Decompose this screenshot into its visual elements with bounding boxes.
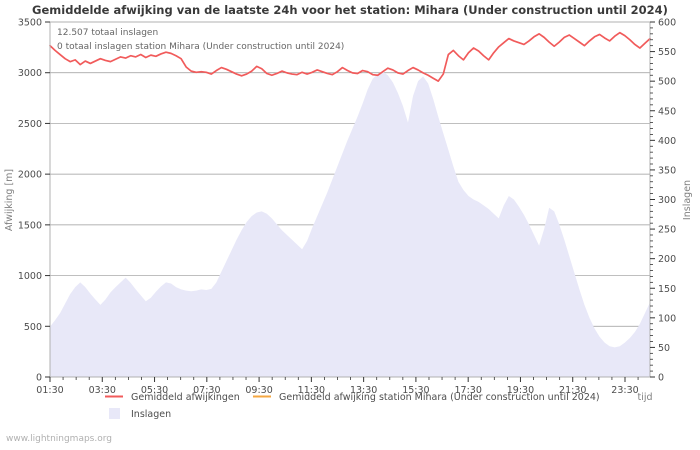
y-axis-left-tick-label: 3000 (18, 68, 42, 79)
x-axis-tick-label: 01:30 (36, 385, 63, 396)
x-axis-title: tijd (637, 392, 652, 403)
plot-area (49, 21, 651, 378)
y-axis-right-tick-label: 500 (658, 77, 676, 88)
x-axis-tick-label: 05:30 (141, 385, 168, 396)
y-axis-right-tick-label: 200 (658, 254, 676, 265)
y-axis-left-tick-label: 1500 (18, 220, 42, 231)
y-axis-left-tick-label: 1000 (18, 271, 42, 282)
x-axis: 01:30 03:30 05:30 07:30 09:30 11:30 13:30 15:30… (36, 377, 639, 396)
annotation-total-strikes: 12.507 totaal inslagen (57, 28, 158, 38)
y-axis-left: 0 500 1000 1500 2000 2500 3000 3500 (18, 18, 50, 384)
y-axis-right-tick-label: 550 (658, 47, 676, 58)
x-axis-tick-label: 11:30 (298, 385, 325, 396)
legend-item-label[interactable]: Gemiddeld afwijking station Mihara (Unde… (279, 392, 600, 403)
y-axis-right-tick-label: 450 (658, 106, 676, 117)
y-axis-left-tick-label: 500 (24, 322, 42, 333)
x-axis-tick-label: 07:30 (193, 385, 220, 396)
y-axis-right-tick-label: 50 (658, 343, 670, 354)
chart-title-group: Gemiddelde afwijking van de laatste 24h … (32, 3, 668, 17)
legend-marker-square (109, 408, 120, 419)
chart-legend: Gemiddeld afwijkingen Gemiddeld afwijking… (105, 392, 600, 420)
y-axis-left-title: Afwijking [m] (4, 169, 15, 231)
series-area-inslagen (50, 71, 650, 377)
annotations-group: 12.507 totaal inslagen 0 totaal inslagen… (57, 28, 344, 52)
x-axis-tick-label: 23:30 (611, 385, 638, 396)
y-axis-right-tick-label: 250 (658, 225, 676, 236)
x-axis-tick-label: 19:30 (507, 385, 534, 396)
y-axis-right: 0 50 100 150 200 250 300 350 400 450 500 550 600 (650, 18, 676, 384)
x-axis-tick-label: 17:30 (454, 385, 481, 396)
series-line-0 (49, 31, 651, 83)
y-axis-left-tick-label: 3500 (18, 18, 42, 29)
x-axis-tick-label: 13:30 (350, 385, 377, 396)
y-axis-left-tick-label: 2000 (18, 170, 42, 181)
x-axis-tick-label: 15:30 (402, 385, 429, 396)
y-axis-right-tick-label: 400 (658, 136, 676, 147)
y-axis-left-tick-label: 2500 (18, 119, 42, 130)
x-axis-tick-label: 21:30 (559, 385, 586, 396)
y-axis-right-tick-label: 300 (658, 195, 676, 206)
chart-title: Gemiddelde afwijking van de laatste 24h … (32, 3, 668, 17)
y-axis-right-tick-label: 350 (658, 165, 676, 176)
y-axis-left-tick-label: 0 (36, 373, 42, 384)
x-axis-tick-label: 09:30 (245, 385, 272, 396)
watermark: www.lightningmaps.org (6, 434, 112, 444)
x-axis-tick-label: 03:30 (89, 385, 116, 396)
legend-item-label[interactable]: Gemiddeld afwijkingen (131, 392, 240, 403)
y-axis-right-tick-label: 0 (658, 373, 664, 384)
y-axis-right-tick-label: 150 (658, 284, 676, 295)
legend-item-label[interactable]: Inslagen (131, 409, 171, 420)
y-axis-right-tick-label: 100 (658, 313, 676, 324)
annotation-station-strikes: 0 totaal inslagen station Mihara (Under … (57, 42, 344, 52)
y-axis-right-tick-label: 600 (658, 18, 676, 29)
y-axis-right-title: Inslagen (682, 180, 693, 220)
